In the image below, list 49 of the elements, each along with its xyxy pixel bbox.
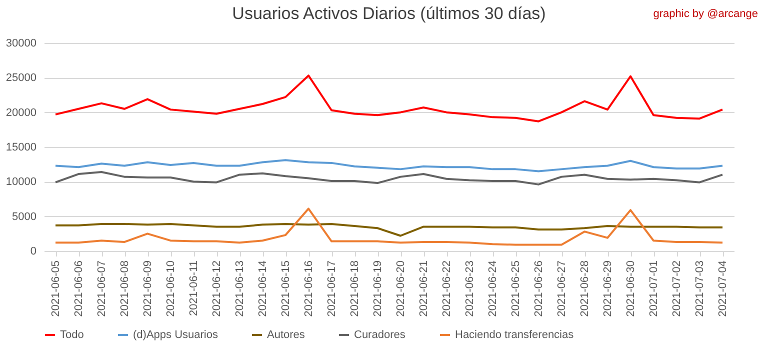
x-tick-label: 2021-06-19 xyxy=(372,260,384,317)
x-tick-label: 2021-06-18 xyxy=(349,260,361,317)
legend-label: Autores xyxy=(267,329,306,341)
y-tick-label: 5000 xyxy=(12,210,36,223)
x-tick-label: 2021-07-01 xyxy=(648,260,660,317)
x-tick-label: 2021-06-07 xyxy=(96,260,108,317)
x-tick-label: 2021-06-28 xyxy=(579,260,591,317)
x-tick-label: 2021-06-15 xyxy=(280,260,292,317)
line-series xyxy=(54,208,724,246)
line-series xyxy=(54,222,724,237)
x-tick-label: 2021-07-03 xyxy=(694,260,706,317)
x-tick-label: 2021-06-14 xyxy=(257,260,269,317)
x-tick-label: 2021-06-06 xyxy=(73,260,85,317)
y-tick-label: 0 xyxy=(30,246,36,258)
y-tick-label: 20000 xyxy=(6,106,36,119)
legend-label: Curadores xyxy=(354,329,406,341)
line-series xyxy=(54,159,724,172)
x-tick-label: 2021-06-16 xyxy=(303,260,315,317)
line-series xyxy=(54,74,724,122)
y-tick-label: 30000 xyxy=(6,38,36,50)
x-tick-label: 2021-06-23 xyxy=(464,260,476,317)
line-series xyxy=(54,170,724,186)
y-tick-label: 25000 xyxy=(6,72,36,84)
x-tick-label: 2021-06-08 xyxy=(119,260,131,317)
x-tick-label: 2021-06-12 xyxy=(211,260,223,317)
y-tick-label: 15000 xyxy=(6,142,36,154)
text: graphic by @arcange xyxy=(653,8,758,20)
x-tick-label: 2021-06-17 xyxy=(326,260,338,317)
legend-label: (d)Apps Usuarios xyxy=(133,329,218,341)
x-tick-label: 2021-06-21 xyxy=(418,260,430,317)
legend-label: Todo xyxy=(60,329,84,341)
x-tick-label: 2021-06-22 xyxy=(441,260,453,317)
x-tick-label: 2021-06-20 xyxy=(395,260,407,317)
x-tick-label: 2021-06-25 xyxy=(510,260,522,317)
x-tick-label: 2021-06-29 xyxy=(602,260,614,317)
x-tick-label: 2021-06-13 xyxy=(234,260,246,317)
x-tick-label: 2021-06-26 xyxy=(533,260,545,317)
x-tick-label: 2021-07-02 xyxy=(671,260,683,317)
x-tick-label: 2021-06-05 xyxy=(50,260,62,317)
legend-label: Haciendo transferencias xyxy=(455,329,574,341)
x-tick-label: 2021-06-30 xyxy=(625,260,637,317)
x-tick-label: 2021-06-11 xyxy=(188,260,200,316)
x-tick-label: 2021-06-10 xyxy=(165,260,177,317)
x-tick-label: 2021-06-24 xyxy=(487,260,499,317)
x-tick-label: 2021-06-09 xyxy=(142,260,154,317)
chart-title: Usuarios Activos Diarios (últimos 30 días) xyxy=(232,4,546,23)
x-tick-label: 2021-06-27 xyxy=(556,260,568,317)
y-tick-label: 10000 xyxy=(6,176,36,188)
x-tick-label: 2021-07-04 xyxy=(717,260,729,317)
